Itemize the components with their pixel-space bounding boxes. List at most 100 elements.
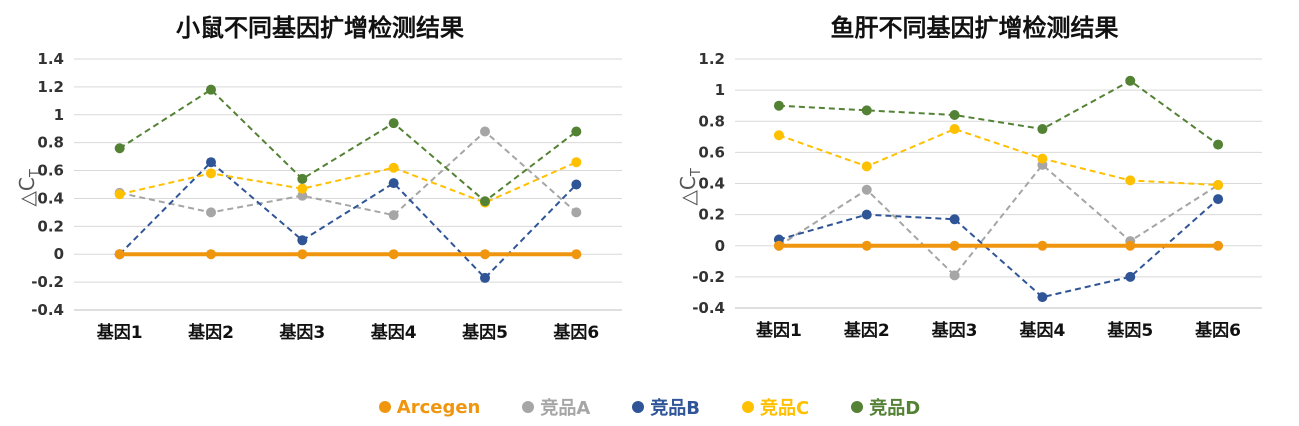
data-point — [861, 105, 872, 116]
data-point — [1037, 124, 1048, 135]
data-point — [1037, 240, 1048, 251]
legend-marker — [522, 401, 535, 413]
x-tick-label: 基因1 — [755, 320, 802, 341]
data-point — [1213, 180, 1224, 191]
data-point — [1037, 153, 1048, 164]
chart-left: 小鼠不同基因扩增检测结果 -0.4 -0.2 0 0.2 0.4 0.6 0.8 1 1.2 1.… — [0, 0, 640, 370]
y-axis-label: △CT — [15, 169, 43, 206]
x-tick-label: 基因6 — [552, 322, 599, 343]
data-point — [297, 183, 308, 194]
x-tick-label: 基因3 — [931, 320, 978, 341]
y-tick-label: 0.2 — [37, 217, 64, 235]
legend-item: 竞品C — [742, 394, 809, 420]
y-tick-label: 0 — [54, 245, 64, 263]
y-tick-label: 0.6 — [37, 162, 64, 180]
y-tick-label: 0 — [715, 237, 725, 255]
data-point — [1125, 175, 1136, 186]
x-tick-label: 基因2 — [843, 320, 890, 341]
y-tick-label: -0.2 — [31, 273, 64, 291]
data-point — [571, 249, 582, 260]
data-point — [949, 240, 960, 251]
y-tick-label: 0.2 — [698, 206, 725, 224]
y-tick-label: 0.6 — [698, 143, 725, 161]
y-axis-label: △CT — [676, 168, 704, 205]
x-tick-label: 基因5 — [1106, 320, 1153, 341]
x-tick-label: 基因1 — [96, 322, 143, 343]
series-line — [778, 127, 1219, 187]
data-point — [1213, 194, 1224, 205]
legend-item: Arcegen — [378, 396, 481, 418]
data-point — [1037, 292, 1048, 303]
data-point — [206, 168, 216, 179]
data-point — [480, 272, 490, 283]
y-tick-label: 0.4 — [37, 189, 64, 207]
data-point — [1213, 139, 1224, 150]
data-point — [571, 126, 582, 137]
legend-label: 竞品D — [869, 398, 921, 419]
data-point — [388, 178, 399, 189]
series-line — [778, 163, 1219, 277]
y-tick-label: -0.2 — [692, 268, 725, 286]
chart-right: 鱼肝不同基因扩增检测结果 -0.4 -0.2 0 0.2 0.4 0.6 0.8 1 1.2 基因… — [650, 0, 1299, 370]
chart-title: 小鼠不同基因扩增检测结果 — [176, 14, 464, 42]
data-point — [388, 249, 399, 260]
legend-label: 竞品A — [540, 398, 591, 419]
data-point — [861, 161, 872, 172]
legend-marker — [632, 401, 645, 413]
data-point — [206, 84, 216, 95]
y-tick-label: 0.8 — [37, 134, 64, 152]
data-point — [297, 173, 308, 184]
y-tick-label: 1 — [715, 81, 725, 99]
legend: Arcegen 竞品A 竞品B 竞品C 竞品D — [0, 392, 1299, 422]
y-tick-label: 1 — [54, 106, 64, 124]
data-point — [114, 143, 125, 154]
chart-title: 鱼肝不同基因扩增检测结果 — [830, 14, 1119, 42]
data-point — [949, 270, 960, 281]
x-tick-label: 基因4 — [1018, 320, 1065, 341]
data-point — [1125, 75, 1136, 86]
data-point — [388, 210, 399, 221]
y-tick-label: 1.2 — [698, 50, 725, 68]
data-point — [480, 126, 490, 137]
data-point — [114, 189, 125, 200]
series-line — [119, 161, 577, 204]
data-point — [206, 207, 216, 218]
series-line — [778, 79, 1219, 146]
y-tick-label: -0.4 — [692, 299, 725, 317]
data-point — [861, 240, 872, 251]
series-line — [118, 160, 578, 280]
data-point — [773, 130, 784, 141]
x-tick-label: 基因4 — [370, 322, 417, 343]
data-point — [773, 100, 784, 111]
x-tick-label: 基因2 — [187, 322, 234, 343]
y-tick-label: 1.4 — [37, 50, 64, 68]
y-tick-label: 0.8 — [698, 112, 725, 130]
series-line — [119, 130, 577, 217]
legend-marker — [742, 401, 755, 413]
data-point — [388, 162, 399, 173]
legend-label: Arcegen — [396, 396, 481, 418]
data-point — [114, 249, 125, 260]
data-point — [949, 110, 960, 121]
series-line — [119, 88, 577, 203]
data-point — [297, 235, 308, 246]
chart-left-plot: -0.4 -0.2 0 0.2 0.4 0.6 0.8 1 1.2 1.4 基因1 基因2 基因3 基因4… — [15, 50, 622, 343]
data-point — [1213, 240, 1224, 251]
legend-item: 竞品B — [632, 394, 700, 420]
series-line — [778, 198, 1219, 299]
data-point — [480, 249, 490, 260]
x-tick-label: 基因5 — [461, 322, 508, 343]
legend-marker — [851, 401, 864, 413]
data-point — [571, 179, 582, 190]
data-point — [571, 207, 582, 218]
x-tick-label: 基因6 — [1194, 320, 1241, 341]
legend-item: 竞品D — [851, 394, 920, 420]
data-point — [206, 249, 216, 260]
legend-item: 竞品A — [522, 394, 590, 420]
data-point — [297, 249, 308, 260]
data-point — [861, 209, 872, 220]
data-point — [297, 190, 308, 201]
data-point — [1125, 240, 1136, 251]
data-point — [949, 124, 960, 135]
y-tick-label: 0.4 — [698, 175, 725, 193]
